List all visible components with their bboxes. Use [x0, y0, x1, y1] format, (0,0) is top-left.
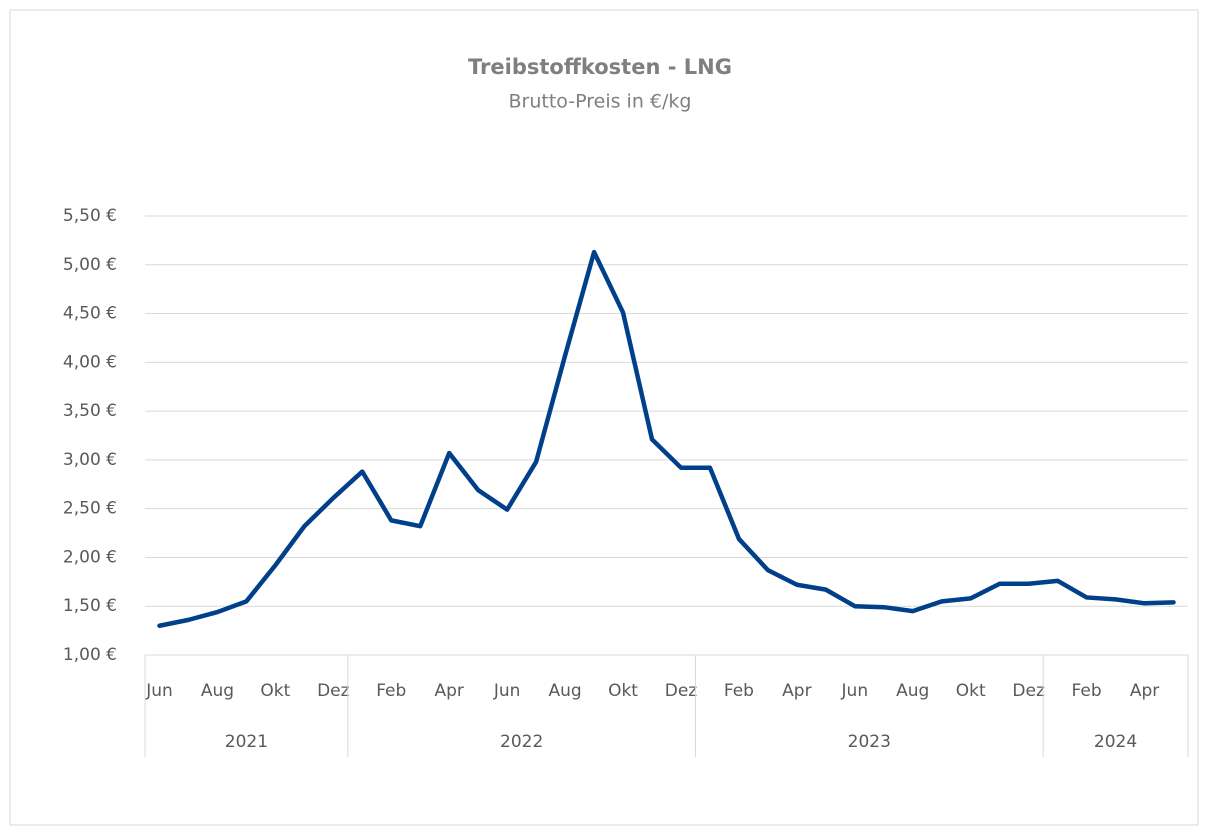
x-tick-label: Jun	[493, 681, 521, 701]
x-group-label: 2024	[1094, 732, 1137, 752]
y-tick-label: 2,50 €	[63, 499, 117, 519]
y-tick-label: 5,50 €	[63, 206, 117, 226]
y-tick-label: 3,50 €	[63, 401, 117, 421]
x-tick-label: Apr	[434, 681, 463, 701]
x-tick-label: Okt	[956, 681, 986, 701]
x-tick-label: Dez	[1012, 681, 1045, 701]
x-tick-label: Dez	[665, 681, 698, 701]
data-line	[157, 249, 1176, 628]
x-tick-label: Dez	[317, 681, 350, 701]
chart-subtitle: Brutto-Preis in €/kg	[509, 91, 692, 113]
x-group-label: 2022	[500, 732, 543, 752]
x-tick-label: Feb	[376, 681, 406, 701]
x-group-label: 2023	[848, 732, 891, 752]
x-tick-label: Feb	[1072, 681, 1102, 701]
x-tick-label: Okt	[260, 681, 290, 701]
y-tick-label: 4,00 €	[63, 352, 117, 372]
x-tick-label: Apr	[1130, 681, 1159, 701]
chart-title: Treibstoffkosten - LNG	[468, 55, 732, 79]
x-tick-label: Aug	[896, 681, 929, 701]
x-tick-label: Feb	[724, 681, 754, 701]
chart-border	[9, 9, 1199, 826]
y-tick-label: 2,00 €	[63, 547, 117, 567]
x-group-label: 2021	[225, 732, 268, 752]
x-tick-label: Jun	[841, 681, 869, 701]
x-tick-label: Aug	[548, 681, 581, 701]
y-tick-label: 4,50 €	[63, 304, 117, 324]
x-tick-label: Jun	[145, 681, 173, 701]
y-tick-label: 1,00 €	[63, 645, 117, 665]
x-tick-label: Aug	[201, 681, 234, 701]
x-tick-label: Okt	[608, 681, 638, 701]
y-tick-label: 3,00 €	[63, 450, 117, 470]
y-tick-label: 1,50 €	[63, 596, 117, 616]
y-tick-label: 5,00 €	[63, 255, 117, 275]
x-tick-label: Apr	[782, 681, 811, 701]
